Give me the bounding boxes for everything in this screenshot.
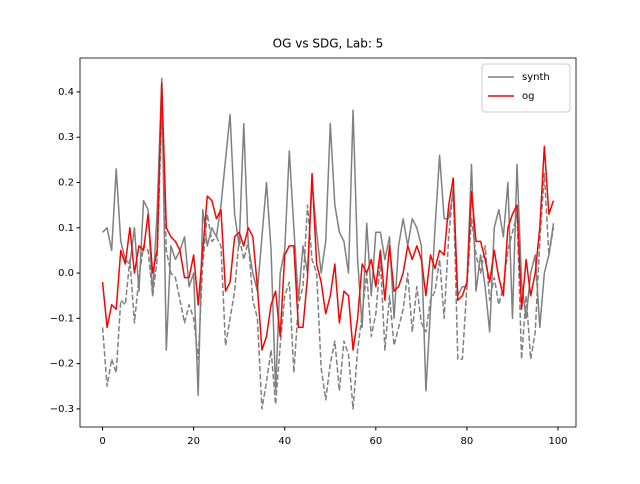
y-tick-label: 0.0: [58, 268, 74, 279]
y-tick-label: −0.1: [50, 313, 74, 324]
series-line: [101, 82, 555, 351]
x-tick-label: 40: [278, 436, 291, 447]
plot-frame: [79, 57, 577, 428]
y-tick-label: −0.3: [50, 404, 74, 415]
series-line: [101, 104, 555, 410]
x-tick-label: 60: [369, 436, 382, 447]
y-tick-label: 0.4: [58, 87, 74, 98]
y-tick-label: 0.2: [58, 178, 74, 189]
legend-label: synth: [522, 72, 550, 83]
x-tick-label: 100: [548, 436, 567, 447]
x-tick-label: 20: [187, 436, 200, 447]
x-tick-label: 80: [461, 436, 474, 447]
y-tick-label: 0.1: [58, 223, 74, 234]
chart-title: OG vs SDG, Lab: 5: [273, 37, 384, 51]
series-line: [102, 77, 555, 397]
y-tick-label: −0.2: [50, 359, 74, 370]
x-tick-label: 0: [99, 436, 105, 447]
legend-box: [481, 63, 571, 113]
legend-label: og: [522, 91, 534, 102]
y-tick-label: 0.3: [58, 132, 74, 143]
